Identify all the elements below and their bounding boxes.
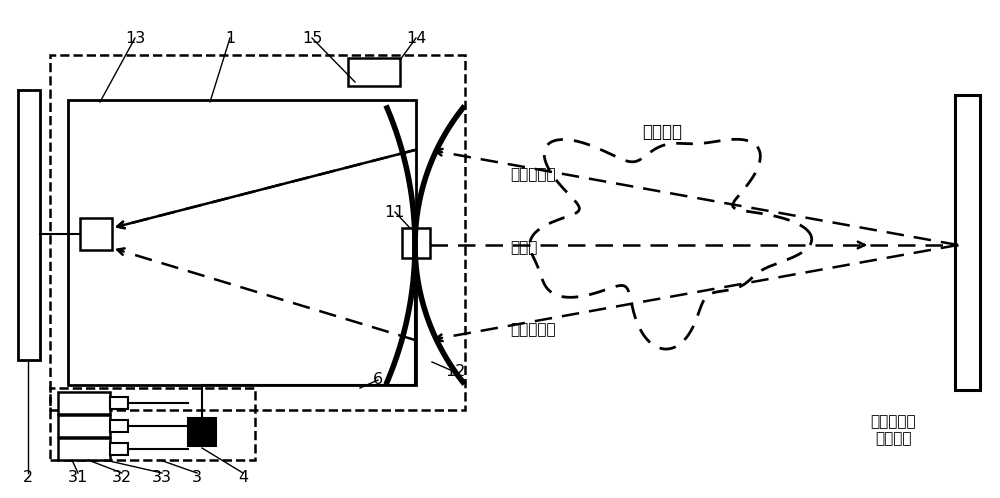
Text: 32: 32 — [112, 471, 132, 486]
FancyBboxPatch shape — [110, 443, 128, 455]
FancyBboxPatch shape — [348, 58, 400, 86]
FancyBboxPatch shape — [58, 438, 110, 460]
FancyBboxPatch shape — [68, 100, 416, 385]
FancyBboxPatch shape — [58, 392, 110, 414]
FancyBboxPatch shape — [188, 418, 216, 446]
FancyBboxPatch shape — [58, 415, 110, 437]
Text: 探测光: 探测光 — [510, 241, 537, 255]
Text: 6: 6 — [373, 373, 383, 387]
Text: 火灾烟气: 火灾烟气 — [642, 123, 682, 141]
Text: 11: 11 — [385, 205, 405, 220]
Text: 1: 1 — [225, 30, 235, 45]
FancyBboxPatch shape — [402, 228, 430, 258]
Text: 2: 2 — [23, 471, 33, 486]
Text: 4: 4 — [238, 471, 248, 486]
Text: 12: 12 — [445, 365, 465, 379]
FancyBboxPatch shape — [110, 397, 128, 409]
Text: 15: 15 — [302, 30, 322, 45]
Text: 13: 13 — [125, 30, 145, 45]
Text: 3: 3 — [192, 471, 202, 486]
FancyBboxPatch shape — [110, 420, 128, 432]
FancyBboxPatch shape — [18, 90, 40, 360]
Text: 31: 31 — [68, 471, 88, 486]
Text: 墙体，地面
等反射物: 墙体，地面 等反射物 — [870, 414, 916, 446]
FancyBboxPatch shape — [80, 218, 112, 250]
FancyBboxPatch shape — [955, 95, 980, 390]
Text: 回波信号光: 回波信号光 — [510, 167, 556, 182]
Text: 回波信号光: 回波信号光 — [510, 323, 556, 338]
Text: 33: 33 — [152, 471, 172, 486]
Text: 14: 14 — [406, 30, 426, 45]
